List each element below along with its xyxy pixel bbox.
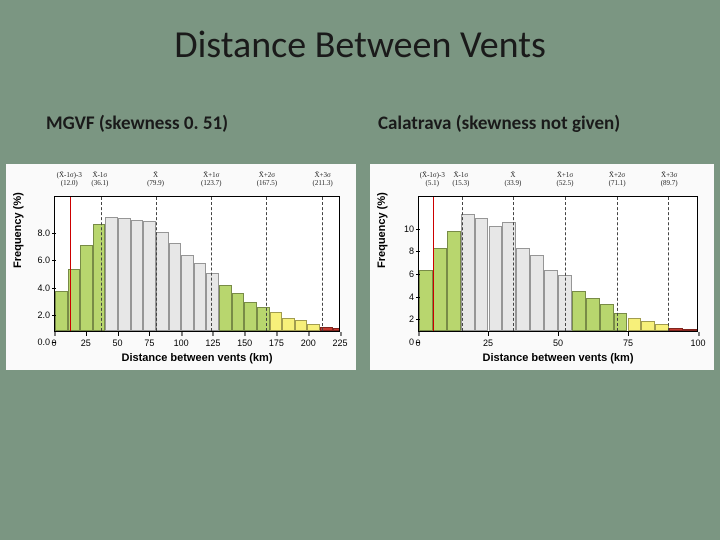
histogram-bar — [295, 320, 308, 331]
histogram-bar — [333, 328, 340, 331]
sigma-line — [668, 197, 669, 331]
x-tick-label: 25 — [483, 338, 493, 348]
sigma-line — [565, 197, 566, 331]
histogram-bar — [219, 285, 232, 331]
histogram-bar — [55, 291, 68, 331]
sigma-line — [433, 197, 434, 331]
sigma-line — [101, 197, 102, 331]
histogram-bar — [641, 321, 655, 331]
sigma-line — [462, 197, 463, 331]
histogram-bar — [270, 312, 283, 331]
sigma-label: X̄+2σ(167.5) — [257, 172, 277, 187]
page-title: Distance Between Vents — [0, 22, 720, 68]
right-histogram: (X̄-1σ)-3(5.1) X̄-1σ(15.3) X̄(33.9) X̄+1σ(5… — [370, 164, 714, 370]
histogram-bar — [307, 324, 320, 331]
x-tick-label: 175 — [269, 338, 284, 348]
histogram-bar — [461, 214, 475, 331]
sigma-label: X̄+3σ(89.7) — [661, 172, 678, 187]
histogram-bar — [257, 307, 270, 331]
histogram-bar — [181, 255, 194, 331]
histogram-bar — [232, 293, 245, 331]
sigma-line — [156, 197, 157, 331]
x-tick-label: 150 — [237, 338, 252, 348]
right-chart-subtitle: Calatrava (skewness not given) — [378, 112, 620, 135]
sigma-label: (X̄-1σ)-3(5.1) — [420, 172, 445, 187]
x-tick-label: 25 — [81, 338, 91, 348]
sigma-label: X̄(79.9) — [147, 172, 164, 187]
y-tick-label: 0 — [409, 337, 414, 347]
histogram-bar — [244, 302, 257, 331]
sigma-label: X̄+1σ(52.5) — [557, 172, 574, 187]
left-y-axis-label: Frequency (%) — [12, 192, 24, 268]
sigma-label: X̄(33.9) — [504, 172, 521, 187]
y-tick-label: 2.0 — [37, 310, 50, 320]
plot-right: (X̄-1σ)-3(5.1) X̄-1σ(15.3) X̄(33.9) X̄+1σ(5… — [378, 170, 706, 366]
y-tick-label: 6.0 — [37, 255, 50, 265]
x-tick-label: 50 — [113, 338, 123, 348]
sigma-line — [617, 197, 618, 331]
histogram-bar — [572, 291, 586, 331]
x-tick-label: 0 — [415, 338, 420, 348]
left-x-axis-label: Distance between vents (km) — [54, 352, 340, 364]
histogram-bar — [105, 217, 118, 331]
y-tick-label: 8.0 — [37, 228, 50, 238]
x-tick-label: 75 — [623, 338, 633, 348]
sigma-label: X̄+1σ(123.7) — [201, 172, 221, 187]
y-tick-label: 10 — [404, 224, 414, 234]
histogram-bar — [143, 221, 156, 331]
plot-left: (X̄-1σ)-3(12.0) X̄-1σ(36.1) X̄(79.9) X̄+1σ(… — [14, 170, 348, 366]
histogram-bar — [600, 304, 614, 331]
histogram-bar — [169, 243, 182, 331]
histogram-bar — [118, 218, 131, 331]
x-tick-label: 100 — [690, 338, 705, 348]
x-tick-label: 125 — [205, 338, 220, 348]
right-y-axis-label: Frequency (%) — [376, 192, 388, 268]
histogram-bar — [489, 226, 503, 331]
histogram-bar — [655, 324, 669, 331]
histogram-bar — [683, 329, 697, 331]
y-tick-label: 4 — [409, 292, 414, 302]
right-x-axis-label: Distance between vents (km) — [418, 352, 698, 364]
x-tick-label: 225 — [332, 338, 347, 348]
histogram-bar — [544, 270, 558, 331]
y-tick-label: 8 — [409, 246, 414, 256]
histogram-bar — [433, 248, 447, 331]
histogram-bar — [475, 218, 489, 331]
sigma-label: X̄-1σ(36.1) — [91, 172, 108, 187]
histogram-bar — [419, 270, 433, 331]
sigma-label: (X̄-1σ)-3(12.0) — [57, 172, 82, 187]
sigma-label: X̄-1σ(15.3) — [452, 172, 469, 187]
x-tick-label: 200 — [301, 338, 316, 348]
histogram-bar — [206, 273, 219, 331]
histogram-bar — [194, 263, 207, 331]
x-tick-label: 100 — [174, 338, 189, 348]
sigma-label: X̄+2σ(71.1) — [609, 172, 626, 187]
histogram-bar — [586, 298, 600, 332]
x-tick-label: 75 — [144, 338, 154, 348]
sigma-line — [211, 197, 212, 331]
histogram-bar — [93, 224, 106, 331]
sigma-label: X̄+3σ(211.3) — [313, 172, 333, 187]
sigma-line — [322, 197, 323, 331]
histogram-bar — [447, 231, 461, 332]
histogram-bar — [131, 220, 144, 331]
x-tick-label: 0 — [51, 338, 56, 348]
left-histogram: (X̄-1σ)-3(12.0) X̄-1σ(36.1) X̄(79.9) X̄+1σ(… — [6, 164, 356, 370]
y-tick-label: 4.0 — [37, 283, 50, 293]
histogram-bar — [516, 248, 530, 331]
y-tick-label: 2 — [409, 314, 414, 324]
x-tick-label: 50 — [553, 338, 563, 348]
histogram-bar — [156, 232, 169, 331]
y-tick-label: 6 — [409, 269, 414, 279]
histogram-bar — [80, 245, 93, 331]
histogram-bar — [530, 255, 544, 331]
sigma-line — [266, 197, 267, 331]
histogram-bar — [628, 318, 642, 331]
y-tick-label: 0.0 — [37, 337, 50, 347]
left-chart-subtitle: MGVF (skewness 0. 51) — [46, 112, 228, 135]
sigma-line — [513, 197, 514, 331]
histogram-bar — [282, 318, 295, 331]
sigma-line — [70, 197, 71, 331]
histogram-bar — [669, 328, 683, 331]
